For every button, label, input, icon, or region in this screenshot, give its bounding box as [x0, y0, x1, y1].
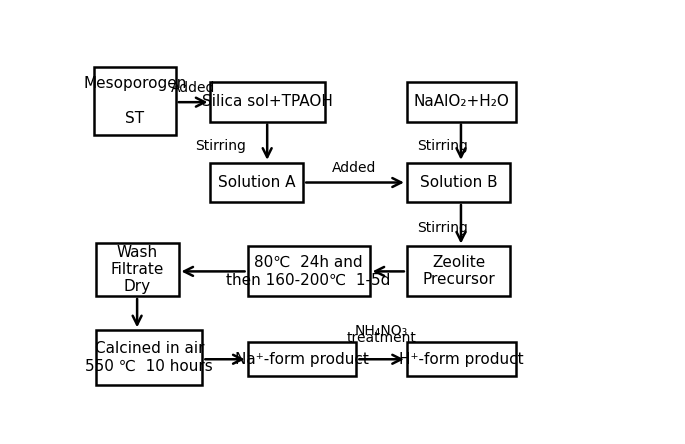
Text: Solution B: Solution B	[420, 175, 497, 190]
FancyBboxPatch shape	[94, 67, 176, 135]
Text: Stirring: Stirring	[417, 139, 469, 153]
Text: treatment: treatment	[347, 331, 416, 345]
FancyBboxPatch shape	[247, 246, 370, 296]
Text: Mesoporogen

ST: Mesoporogen ST	[83, 76, 186, 126]
Text: Zeolite
Precursor: Zeolite Precursor	[422, 255, 495, 287]
FancyBboxPatch shape	[407, 82, 516, 122]
Text: Stirring: Stirring	[417, 221, 469, 234]
Text: Na⁺-form product: Na⁺-form product	[235, 352, 369, 367]
FancyBboxPatch shape	[210, 82, 325, 122]
FancyBboxPatch shape	[407, 246, 510, 296]
Text: NaAlO₂+H₂O: NaAlO₂+H₂O	[413, 95, 509, 110]
FancyBboxPatch shape	[96, 243, 179, 296]
FancyBboxPatch shape	[407, 163, 510, 202]
FancyBboxPatch shape	[407, 342, 516, 377]
Text: 80℃  24h and
then 160-200℃  1-5d: 80℃ 24h and then 160-200℃ 1-5d	[227, 255, 390, 287]
FancyBboxPatch shape	[96, 330, 203, 385]
Text: Silica sol+TPAOH: Silica sol+TPAOH	[202, 95, 333, 110]
Text: Wash
Filtrate
Dry: Wash Filtrate Dry	[111, 245, 164, 294]
Text: Stirring: Stirring	[195, 139, 247, 153]
FancyBboxPatch shape	[210, 163, 303, 202]
Text: H⁺-form product: H⁺-form product	[399, 352, 523, 367]
Text: Calcined in air
550 ℃  10 hours: Calcined in air 550 ℃ 10 hours	[86, 341, 213, 374]
Text: Solution A: Solution A	[218, 175, 296, 190]
FancyBboxPatch shape	[247, 342, 356, 377]
Text: Added: Added	[171, 81, 215, 95]
Text: Added: Added	[332, 161, 376, 174]
Text: NH₄NO₃: NH₄NO₃	[355, 324, 408, 338]
